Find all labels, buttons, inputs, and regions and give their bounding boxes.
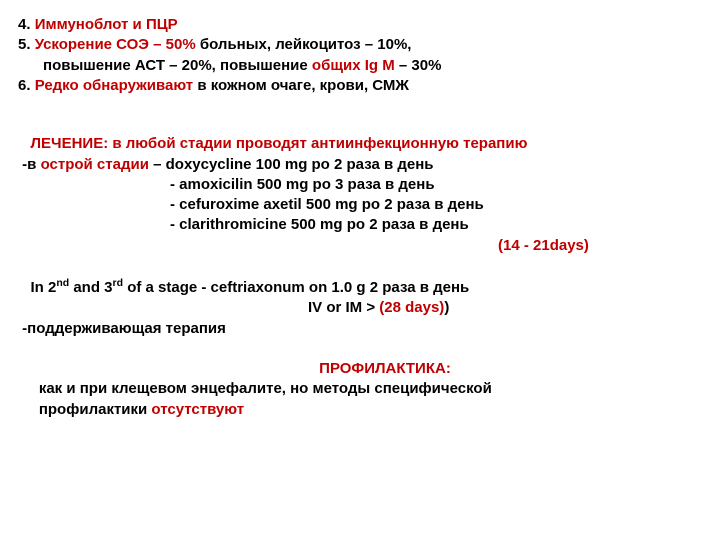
stage-c: of a stage - ceftriaxonum on 1.0 g 2 раз… bbox=[123, 279, 469, 296]
prophylaxis-line1: как и при клещевом энцефалите, но методы… bbox=[18, 379, 702, 399]
list-item-6: 6. Редко обнаруживают в кожном очаге, кр… bbox=[18, 76, 702, 96]
prophylaxis-title: ПРОФИЛАКТИКА: bbox=[18, 359, 702, 379]
item4-text: Иммуноблот и ПЦР bbox=[35, 16, 178, 33]
item5-a: Ускорение СОЭ – 50% bbox=[35, 36, 196, 53]
stage-b: and 3 bbox=[69, 279, 112, 296]
acute-c: – doxycycline 100 mg po 2 раза в день bbox=[149, 156, 434, 173]
slide-content: 4. Иммуноблот и ПЦР 5. Ускорение СОЭ – 5… bbox=[0, 0, 720, 435]
duration-2: (28 days) bbox=[379, 299, 444, 316]
item5-c: повышение АСТ – 20%, повышение bbox=[18, 57, 312, 74]
item5-b: больных, лейкоцитоз – 10%, bbox=[196, 36, 412, 53]
item6-a: Редко обнаруживают bbox=[35, 77, 193, 94]
acute-b: острой стадии bbox=[41, 156, 149, 173]
prof-c: отсутствуют bbox=[151, 401, 244, 418]
list-item-5-cont: повышение АСТ – 20%, повышение общих Ig … bbox=[18, 56, 702, 76]
prof-b: профилактики bbox=[18, 401, 151, 418]
acute-a: -в bbox=[18, 156, 41, 173]
route: IV or IM > bbox=[308, 299, 379, 316]
item4-num: 4. bbox=[18, 16, 35, 33]
prophylaxis-line2: профилактики отсутствуют bbox=[18, 400, 702, 420]
list-item-5: 5. Ускорение СОЭ – 50% больных, лейкоцит… bbox=[18, 35, 702, 55]
med-4: - clarithromicine 500 mg po 2 раза в ден… bbox=[18, 215, 702, 235]
spacer-3 bbox=[18, 339, 702, 359]
stage-rd: rd bbox=[113, 277, 124, 289]
item6-num: 6. bbox=[18, 77, 35, 94]
item6-b: в кожном очаге, крови, СМЖ bbox=[193, 77, 409, 94]
paren: ) bbox=[444, 299, 449, 316]
stage-2-3-line: In 2nd and 3rd of a stage - ceftriaxonum… bbox=[18, 276, 702, 298]
support-therapy: -поддерживающая терапия bbox=[18, 319, 702, 339]
stage-a: In 2 bbox=[18, 279, 56, 296]
item5-num: 5. bbox=[18, 36, 35, 53]
route-line: IV or IM > (28 days)) bbox=[18, 298, 702, 318]
med-3: - cefuroxime axetil 500 mg po 2 раза в д… bbox=[18, 195, 702, 215]
duration-1: (14 - 21days) bbox=[18, 236, 702, 256]
item5-d: общих Ig М bbox=[312, 57, 395, 74]
spacer-2 bbox=[18, 256, 702, 276]
item5-e: – 30% bbox=[395, 57, 442, 74]
treatment-title: ЛЕЧЕНИЕ: в любой стадии проводят антиинф… bbox=[18, 134, 702, 154]
acute-stage-line: -в острой стадии – doxycycline 100 mg po… bbox=[18, 155, 702, 175]
stage-nd: nd bbox=[56, 277, 69, 289]
list-item-4: 4. Иммуноблот и ПЦР bbox=[18, 15, 702, 35]
med-2: - amoxicilin 500 mg po 3 раза в день bbox=[18, 175, 702, 195]
spacer-1 bbox=[18, 114, 702, 134]
